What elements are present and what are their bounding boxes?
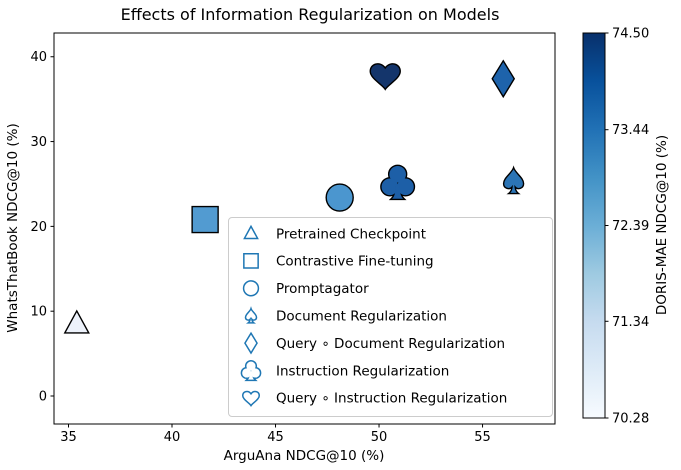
legend-label: Promptagator <box>276 281 369 297</box>
x-tick-label: 35 <box>60 430 77 445</box>
colorbar-tick-label: 71.34 <box>612 315 649 330</box>
colorbar-label: DORIS-MAE NDCG@10 (%) <box>654 135 670 315</box>
legend-marker-heart <box>241 390 261 408</box>
scatter-points-layer <box>63 59 525 334</box>
legend-label: Query ∘ Instruction Regularization <box>276 391 507 407</box>
legend-label: Document Regularization <box>276 309 447 325</box>
legend-item: Query ∘ Document Regularization <box>244 331 505 355</box>
scatter-point-heart <box>369 63 401 91</box>
legend-label: Instruction Regularization <box>276 363 449 379</box>
y-axis-label: WhatsThatBook NDCG@10 (%) <box>5 123 21 332</box>
legend-item: Instruction Regularization <box>240 360 449 382</box>
y-tick-label: 10 <box>30 305 47 320</box>
legend-marker-club <box>240 360 262 382</box>
y-tick-label: 20 <box>30 220 47 235</box>
legend-label: Pretrained Checkpoint <box>276 226 426 242</box>
x-tick-label: 40 <box>164 430 181 445</box>
y-tick-label: 0 <box>39 390 47 405</box>
legend-item: Promptagator <box>242 280 369 297</box>
scatter-point-triangle <box>63 309 90 334</box>
scatter-point-circle <box>325 183 354 212</box>
colorbar-gradient <box>582 32 606 419</box>
legend-marker-circle <box>242 280 260 297</box>
legend-item: Pretrained Checkpoint <box>243 224 426 242</box>
y-tick-label: 40 <box>30 50 47 65</box>
legend-box <box>228 217 553 417</box>
axes-layer: 35 40 45 50 55 0 10 20 30 40 <box>30 50 490 445</box>
legend: Pretrained Checkpoint Contrastive Fine-tu… <box>228 217 553 417</box>
x-tick-label: 55 <box>474 430 491 445</box>
legend-label: Contrastive Fine-tuning <box>276 254 434 270</box>
x-tick-label: 45 <box>267 430 284 445</box>
colorbar: 74.50 73.44 72.39 71.34 70.28 <box>582 27 649 427</box>
x-axis-label: ArguAna NDCG@10 (%) <box>224 448 385 464</box>
chart-title: Effects of Information Regularization on… <box>121 5 500 24</box>
y-tick-label: 30 <box>30 135 47 150</box>
legend-label: Query ∘ Document Regularization <box>276 336 505 352</box>
colorbar-tick-label: 74.50 <box>612 27 649 42</box>
scatter-point-spade <box>502 165 525 195</box>
scatter-point-club <box>380 164 416 201</box>
legend-item: Contrastive Fine-tuning <box>243 252 434 270</box>
x-tick-label: 50 <box>371 430 388 445</box>
colorbar-tick-label: 73.44 <box>612 123 649 138</box>
legend-marker-spade <box>244 306 258 324</box>
legend-marker-diamond <box>244 331 258 355</box>
scatter-point-square <box>191 205 219 234</box>
legend-item: Query ∘ Instruction Regularization <box>241 390 507 408</box>
legend-marker-square <box>243 252 259 269</box>
scatter-point-diamond <box>491 59 516 99</box>
colorbar-tick-label: 72.39 <box>612 219 649 234</box>
legend-item: Document Regularization <box>244 306 447 325</box>
legend-marker-triangle <box>243 224 259 240</box>
colorbar-tick-label: 70.28 <box>612 412 649 427</box>
